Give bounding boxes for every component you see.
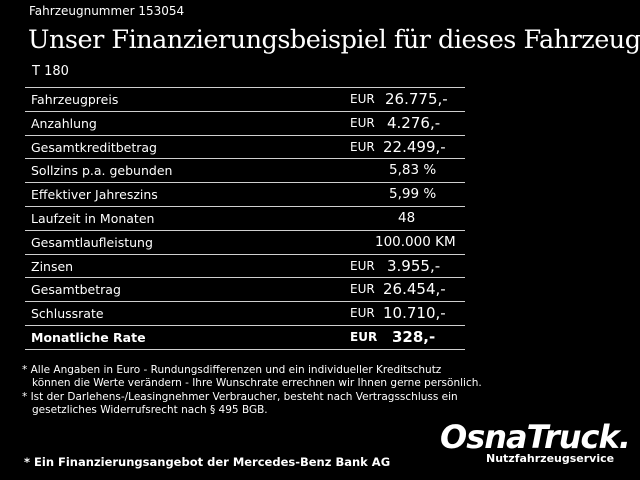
table-row: Anzahlung EUR 4.276,-	[25, 112, 465, 136]
row-label: Laufzeit in Monaten	[31, 210, 155, 226]
note-line: können die Werte verändern - Ihre Wunsch…	[22, 377, 482, 390]
table-row: Laufzeit in Monaten 48	[25, 207, 465, 231]
table-row: Gesamtbetrag EUR 26.454,-	[25, 278, 465, 303]
disclaimer-notes: * Alle Angaben in Euro - Rundungsdiffere…	[22, 364, 482, 417]
row-value: 100.000 KM	[375, 233, 456, 250]
page-title: Unser Finanzierungsbeispiel für dieses F…	[28, 25, 640, 55]
row-value: 3.955,-	[387, 256, 441, 275]
row-currency: EUR	[350, 258, 375, 273]
row-currency: EUR	[350, 282, 375, 297]
row-currency: EUR	[350, 139, 375, 154]
note-line: * Ist der Darlehens-/Leasingnehmer Verbr…	[22, 390, 458, 403]
row-value: 5,83 %	[389, 162, 437, 179]
row-value: 22.499,-	[383, 137, 446, 156]
row-currency: EUR	[350, 92, 375, 106]
row-value: 48	[398, 209, 416, 226]
model-label: T 180	[32, 64, 69, 79]
table-row: Sollzins p.a. gebunden 5,83 %	[25, 159, 465, 184]
row-value: 26.775,-	[385, 90, 448, 108]
row-label: Zinsen	[31, 258, 74, 274]
table-row: Gesamtkreditbetrag EUR 22.499,-	[25, 136, 465, 160]
table-row: Gesamtlaufleistung 100.000 KM	[25, 231, 465, 255]
row-value: 328,-	[392, 327, 436, 346]
note-line: gesetzliches Widerrufsrecht nach § 495 B…	[22, 403, 268, 416]
osnatruck-logo: OsnaTruck.	[440, 418, 631, 456]
row-value: 4.276,-	[387, 113, 441, 132]
footer-note: * Ein Finanzierungsangebot der Mercedes-…	[24, 455, 391, 469]
row-label: Gesamtkreditbetrag	[31, 139, 157, 155]
row-currency: EUR	[350, 115, 375, 130]
table-row: Monatliche Rate EUR 328,-	[25, 326, 465, 350]
row-label: Fahrzeugpreis	[31, 92, 119, 107]
logo-tagline: Nutzfahrzeugservice	[486, 452, 615, 465]
table-row: Effektiver Jahreszins 5,99 %	[25, 183, 465, 207]
row-label: Sollzins p.a. gebunden	[31, 163, 173, 179]
row-label: Monatliche Rate	[31, 329, 146, 345]
table-row: Zinsen EUR 3.955,-	[25, 255, 465, 279]
row-value: 10.710,-	[383, 304, 446, 323]
table-row: Fahrzeugpreis EUR 26.775,-	[25, 88, 465, 112]
note-line: * Alle Angaben in Euro - Rundungsdiffere…	[22, 364, 442, 376]
row-currency: EUR	[350, 329, 378, 344]
row-label: Gesamtbetrag	[31, 282, 121, 298]
table-row: Schlussrate EUR 10.710,-	[25, 302, 465, 326]
row-value: 5,99 %	[389, 186, 437, 203]
row-label: Anzahlung	[31, 115, 97, 131]
row-label: Gesamtlaufleistung	[31, 234, 153, 250]
row-label: Schlussrate	[31, 306, 104, 322]
financing-table: Fahrzeugpreis EUR 26.775,- Anzahlung EUR…	[25, 87, 465, 350]
row-label: Effektiver Jahreszins	[31, 187, 158, 203]
row-currency: EUR	[350, 306, 375, 321]
row-value: 26.454,-	[383, 280, 446, 299]
vehicle-number: Fahrzeugnummer 153054	[29, 4, 185, 18]
